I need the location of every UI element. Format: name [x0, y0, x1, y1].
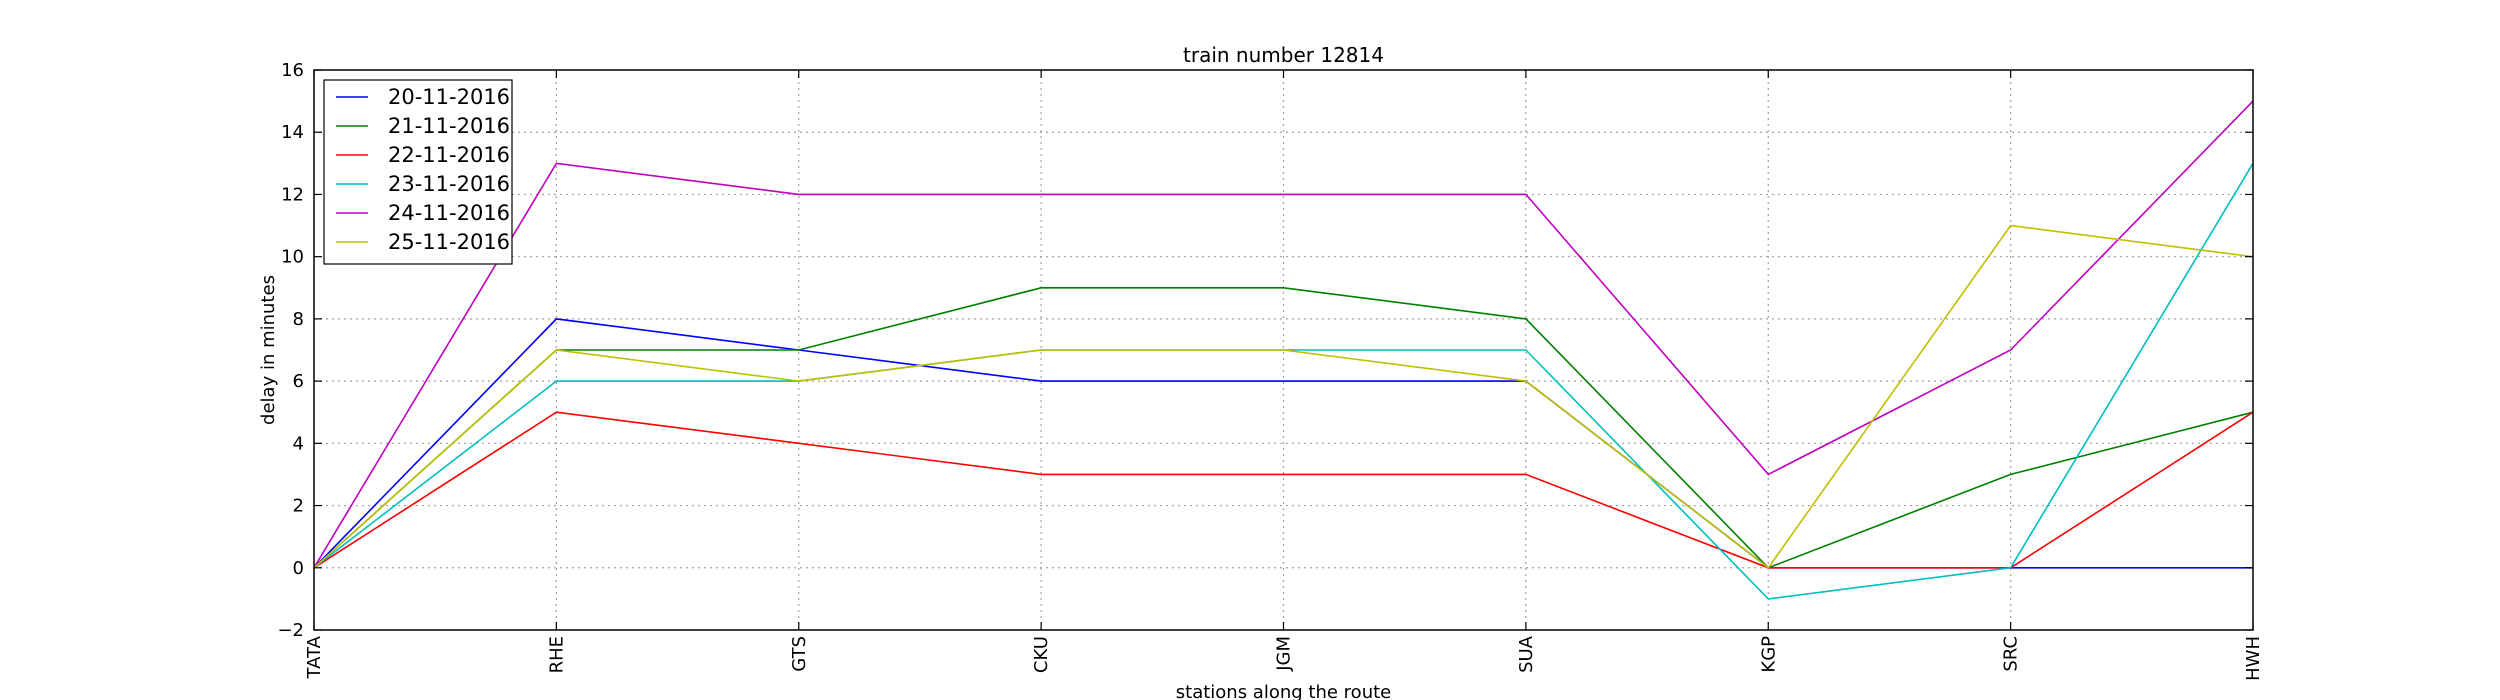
x-tick-label: CKU	[1031, 636, 1052, 673]
chart-title: train number 12814	[1183, 43, 1384, 67]
axis-ticks: −2 0 2 4 6 8 10 12 14 16 TATA RHE GTS CKU JGM SUA KGP SRC…	[277, 60, 2264, 681]
y-tick-label: 16	[281, 60, 304, 81]
legend-label: 24-11-2016	[388, 201, 510, 225]
y-tick-label: 12	[281, 184, 304, 205]
y-tick-label: 14	[281, 122, 304, 143]
x-tick-label: SRC	[2001, 636, 2022, 672]
series-line-24-11-2016	[313, 100, 2254, 569]
series-line-21-11-2016	[313, 286, 2254, 569]
legend-label: 20-11-2016	[388, 85, 510, 109]
y-tick-label: 0	[293, 558, 304, 579]
legend: 20-11-2016 21-11-2016 22-11-2016 23-11-2016…	[323, 79, 513, 265]
legend-label: 25-11-2016	[388, 230, 510, 254]
y-tick-label: 8	[293, 309, 304, 330]
x-axis-label: stations along the route	[1176, 682, 1391, 700]
x-tick-label: RHE	[546, 636, 567, 673]
x-tick-label: TATA	[304, 635, 325, 679]
legend-label: 21-11-2016	[388, 114, 510, 138]
y-tick-label: −2	[277, 620, 304, 641]
series-line-25-11-2016	[313, 224, 2254, 569]
legend-box	[323, 79, 513, 265]
x-tick-label: KGP	[1758, 636, 1779, 673]
y-tick-label: 2	[293, 496, 304, 517]
legend-label: 22-11-2016	[388, 143, 510, 167]
x-tick-label: SUA	[1516, 635, 1537, 673]
x-tick-label: JGM	[1274, 636, 1295, 672]
y-tick-label: 4	[293, 433, 304, 454]
series-line-22-11-2016	[313, 411, 2254, 569]
x-tick-label: HWH	[2243, 636, 2264, 681]
y-tick-label: 10	[281, 247, 304, 268]
y-tick-label: 6	[293, 371, 304, 392]
y-axis-label: delay in minutes	[258, 275, 279, 425]
legend-label: 23-11-2016	[388, 172, 510, 196]
series-lines	[313, 100, 2254, 600]
x-tick-label: GTS	[789, 636, 810, 672]
